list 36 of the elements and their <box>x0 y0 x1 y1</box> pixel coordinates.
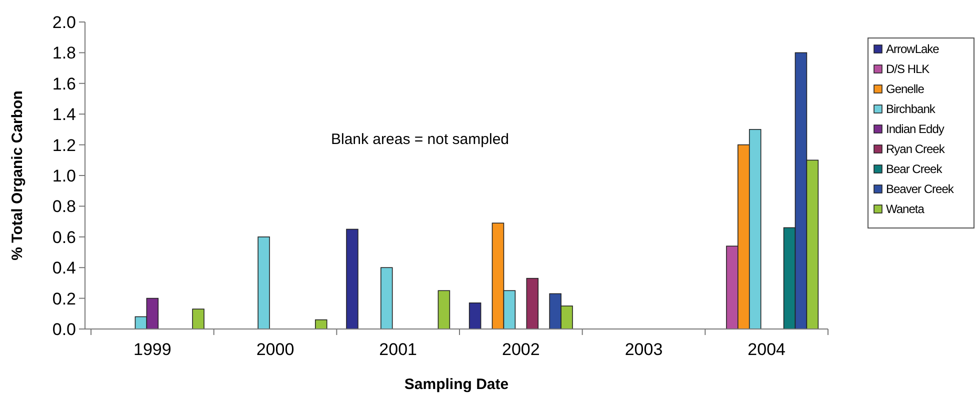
x-tick-label: 2002 <box>502 340 540 359</box>
bar <box>192 308 204 330</box>
x-tick-label: 1999 <box>134 340 172 359</box>
y-tick-label: 1.8 <box>52 44 76 63</box>
legend-label: Birchbank <box>886 102 936 116</box>
legend-label: ArrowLake <box>886 42 940 56</box>
y-tick-label: 1.0 <box>52 166 76 186</box>
legend-label: Beaver Creek <box>886 182 955 196</box>
y-tick-label: 0.2 <box>52 289 76 308</box>
x-tick-label: 2004 <box>748 340 786 359</box>
bar <box>380 267 393 330</box>
x-tick-label: 2001 <box>379 340 417 359</box>
y-tick-label: 1.2 <box>52 136 76 155</box>
legend-label: Indian Eddy <box>886 122 944 136</box>
y-tick-label: 1.4 <box>52 105 76 124</box>
bar <box>468 302 482 330</box>
legend-label: Ryan Creek <box>886 142 946 156</box>
bar <box>438 290 450 330</box>
bar <box>526 278 539 330</box>
bar <box>346 228 358 330</box>
y-tick-label: 0.0 <box>52 320 76 339</box>
x-axis-title: Sampling Date <box>404 376 509 393</box>
legend-label: Genelle <box>886 82 925 96</box>
x-tick-label: 2000 <box>256 340 294 359</box>
y-tick-label: 0.4 <box>52 258 76 278</box>
y-tick-label: 2.0 <box>52 12 76 32</box>
legend-label: D/S HLK <box>886 62 930 76</box>
annotation: Blank areas = not sampled <box>330 131 510 148</box>
y-axis-title: % Total Organic Carbon <box>9 90 26 260</box>
x-tick-label: 2003 <box>624 340 663 359</box>
legend-label: Bear Creek <box>886 162 944 176</box>
bar <box>258 236 270 330</box>
legend-label: Waneta <box>886 202 925 216</box>
y-tick-label: 1.6 <box>52 74 76 94</box>
y-tick-label: 0.6 <box>52 228 76 247</box>
y-tick-label: 0.8 <box>52 197 76 216</box>
